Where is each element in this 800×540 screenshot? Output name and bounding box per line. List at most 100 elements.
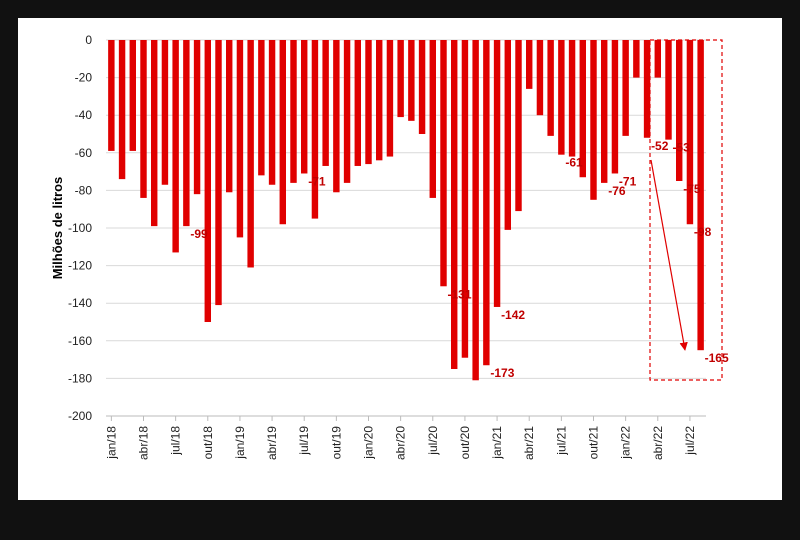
data-label: -53: [673, 141, 691, 155]
bar: [654, 40, 661, 78]
bar: [140, 40, 147, 198]
bar: [622, 40, 629, 136]
bar: [536, 40, 544, 116]
data-label: -99: [190, 227, 208, 241]
bar: [247, 40, 254, 268]
bar: [376, 40, 383, 161]
bar: [183, 40, 190, 227]
data-label: -71: [308, 174, 326, 188]
bar: [343, 40, 351, 183]
bar: [204, 40, 211, 322]
bar: [354, 40, 361, 166]
bar: [633, 40, 640, 78]
data-label: -173: [490, 366, 514, 380]
bar: [311, 40, 319, 219]
x-tick-label: abr/22: [651, 426, 665, 460]
bar: [440, 40, 447, 287]
x-tick-label: jul/20: [426, 426, 440, 456]
bar: [397, 40, 404, 118]
bar: [590, 40, 597, 200]
bar: [172, 40, 179, 253]
data-label: -165: [705, 351, 729, 365]
y-tick-label: -40: [75, 108, 93, 122]
bar: [108, 40, 115, 151]
bar: [365, 40, 372, 165]
bar: [322, 40, 329, 166]
x-tick-label: out/18: [201, 426, 215, 460]
bar: [290, 40, 297, 183]
data-label: -98: [694, 225, 712, 239]
bar: [558, 40, 565, 155]
data-label: -52: [651, 139, 669, 153]
bar: [429, 40, 436, 198]
x-tick-label: out/20: [458, 426, 472, 460]
x-tick-label: out/21: [587, 426, 601, 460]
bar: [193, 40, 201, 195]
bar: [472, 40, 479, 381]
bar: [686, 40, 694, 225]
y-axis-label: Milhões de litros: [50, 177, 65, 280]
y-tick-label: -20: [75, 71, 93, 85]
highlight-box: [649, 39, 723, 381]
x-tick-label: jul/21: [554, 426, 568, 456]
bar: [418, 40, 426, 134]
x-tick-label: jan/19: [233, 426, 247, 460]
bar: [483, 40, 490, 366]
bar: [676, 40, 683, 181]
bar: [665, 40, 672, 140]
x-tick-label: jul/22: [683, 426, 697, 456]
bar: [461, 40, 469, 358]
bar: [504, 40, 511, 230]
bar: [568, 40, 576, 157]
bar: [301, 40, 308, 174]
bar: [333, 40, 340, 193]
bar: [515, 40, 522, 212]
bar: [643, 40, 651, 138]
x-tick-label: jan/18: [104, 426, 118, 460]
y-tick-label: -140: [68, 296, 92, 310]
bar: [611, 40, 619, 174]
x-tick-label: abr/21: [522, 426, 536, 460]
data-label: -61: [565, 156, 583, 170]
bar: [408, 40, 415, 121]
data-label: -131: [448, 287, 472, 301]
x-tick-label: abr/19: [265, 426, 279, 460]
x-tick-label: abr/18: [137, 426, 151, 460]
bar: [118, 40, 126, 180]
y-tick-label: -80: [75, 183, 93, 197]
y-tick-label: -120: [68, 259, 92, 273]
x-tick-label: jul/19: [297, 426, 311, 456]
x-tick-label: jan/21: [490, 426, 504, 460]
data-label: -142: [501, 308, 525, 322]
y-tick-label: 0: [85, 33, 92, 47]
bar: [601, 40, 608, 183]
bar: [279, 40, 286, 225]
bar: [268, 40, 276, 185]
trend-arrow: [650, 159, 688, 351]
bar: [226, 40, 233, 193]
bar: [547, 40, 554, 136]
x-tick-label: jul/18: [169, 426, 183, 456]
x-tick-label: jan/20: [362, 426, 376, 460]
data-label: -76: [608, 184, 626, 198]
bar: [151, 40, 158, 227]
data-label: -75: [683, 182, 701, 196]
bar: [258, 40, 265, 176]
x-tick-label: out/19: [329, 426, 343, 460]
x-tick-label: abr/20: [394, 426, 408, 460]
bar: [697, 40, 704, 351]
x-tick-label: jan/22: [619, 426, 633, 460]
bar: [215, 40, 222, 306]
bar: [451, 40, 458, 369]
y-tick-label: -200: [68, 409, 92, 423]
bar: [526, 40, 533, 89]
y-tick-label: -160: [68, 334, 92, 348]
bar: [493, 40, 501, 307]
bar: [161, 40, 169, 185]
bar: [579, 40, 586, 178]
bar: [386, 40, 394, 157]
data-label: -71: [619, 174, 637, 188]
bar: [129, 40, 136, 151]
y-tick-label: -60: [75, 146, 93, 160]
